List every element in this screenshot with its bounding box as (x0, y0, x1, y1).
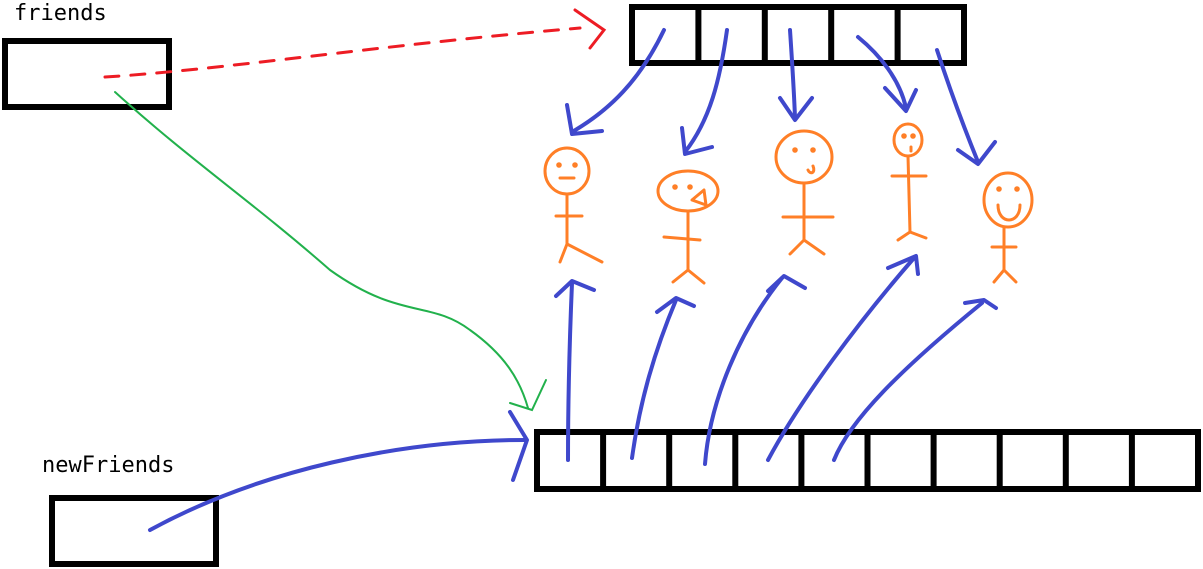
new-friends-ref-arrow-3-head (766, 274, 807, 293)
friend-eye (1014, 186, 1020, 192)
friend-figure-2 (656, 169, 720, 285)
new-friends-ref-arrow-3 (703, 276, 784, 466)
friend-eye (687, 184, 693, 190)
new-friends-variable-box (49, 495, 219, 567)
friends-ref-arrow-1-head (565, 103, 604, 136)
old-reference-arrowhead (573, 8, 607, 50)
friend-eye (556, 162, 562, 168)
friend-head (656, 169, 720, 213)
new-friends-ref-arrow-2-head (655, 296, 696, 314)
friend-head (774, 129, 834, 185)
friend-figure-5 (982, 171, 1034, 284)
friends-ref-arrow-3-head (778, 96, 814, 122)
new-friends-ref-arrow-2 (630, 298, 678, 460)
friends-ref-arrow-4-head (883, 86, 918, 113)
new-friends-ref-arrow-4-head (886, 254, 920, 276)
old-reference-line (103, 26, 582, 79)
friend-arms (662, 235, 702, 242)
reassign-arrow-line (114, 91, 529, 409)
friend-legs (896, 230, 928, 242)
new-friends-variable-ref-arrow-head (508, 410, 529, 482)
new-friends-variable-ref-arrow (148, 438, 527, 532)
friend-head (982, 171, 1034, 229)
friend-legs (558, 242, 604, 264)
friends-ref-arrow-1 (570, 28, 666, 134)
new-friends-ref-arrow-1 (566, 281, 574, 462)
friend-figure-3 (774, 129, 835, 256)
friend-eye (910, 133, 916, 139)
friends-variable-box (2, 38, 172, 110)
friend-body (906, 154, 912, 234)
friend-figure-4 (890, 122, 928, 242)
friend-mouth (690, 188, 708, 207)
new-friends-ref-arrow-1-head (554, 279, 596, 298)
friends-ref-arrow-3 (788, 28, 797, 120)
friend-eye (672, 184, 678, 190)
friends-array (629, 4, 967, 66)
friend-eye (572, 162, 578, 168)
friends-variable-label: friends (14, 1, 107, 26)
new-friends-ref-arrow-5-head (963, 298, 998, 310)
friend-head (543, 146, 591, 196)
friend-eye (901, 133, 907, 139)
friend-figure-1 (543, 146, 604, 264)
friend-eye (792, 147, 798, 153)
friend-mouth (996, 203, 1022, 222)
friend-mouth (806, 164, 816, 175)
new-friends-ref-arrow-5 (832, 301, 984, 462)
friends-ref-arrow-5-head (956, 140, 997, 166)
friend-head (892, 122, 924, 158)
friend-eye (996, 186, 1002, 192)
reassign-arrowhead (509, 379, 547, 412)
friends-ref-arrow-4 (856, 35, 908, 110)
new-friends-ref-arrow-4 (766, 256, 916, 462)
friends-ref-arrow-2-head (680, 126, 714, 156)
friend-legs (788, 238, 826, 256)
friend-legs (992, 268, 1018, 284)
friend-eye (810, 147, 816, 153)
friends-ref-arrow-5 (935, 48, 980, 164)
friends-ref-arrow-2 (683, 28, 729, 154)
friend-legs (671, 268, 706, 285)
new-friends-variable-label: newFriends (42, 453, 175, 478)
